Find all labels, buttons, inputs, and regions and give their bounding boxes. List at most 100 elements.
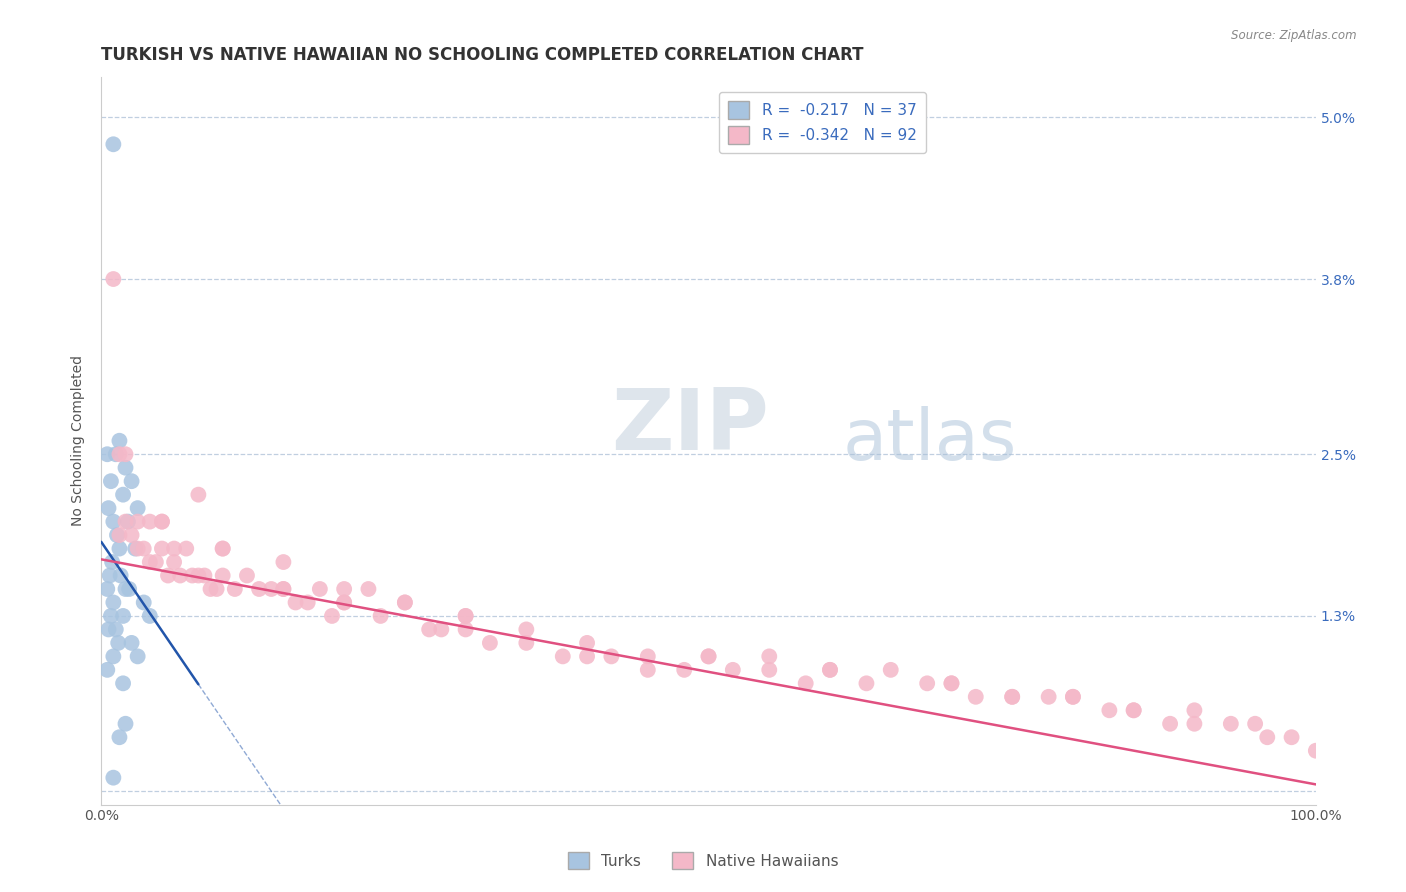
Point xyxy=(121,636,143,650)
Point xyxy=(321,609,343,624)
Point xyxy=(97,501,120,516)
Point xyxy=(96,582,118,596)
Point xyxy=(169,568,191,582)
Point xyxy=(855,676,877,690)
Point xyxy=(1184,703,1206,717)
Text: ZIP: ZIP xyxy=(612,384,769,467)
Point xyxy=(941,676,963,690)
Point xyxy=(139,609,162,624)
Point xyxy=(418,623,440,637)
Point xyxy=(758,649,780,664)
Point xyxy=(205,582,228,596)
Point xyxy=(478,636,501,650)
Point xyxy=(297,595,319,609)
Point xyxy=(515,636,537,650)
Point xyxy=(112,609,135,624)
Point xyxy=(108,434,131,448)
Point xyxy=(139,515,162,529)
Point xyxy=(236,568,259,582)
Point xyxy=(112,676,135,690)
Point xyxy=(794,676,817,690)
Point xyxy=(673,663,696,677)
Point xyxy=(1305,744,1327,758)
Point xyxy=(1062,690,1084,704)
Point xyxy=(394,595,416,609)
Point xyxy=(118,582,141,596)
Point xyxy=(100,609,122,624)
Point xyxy=(454,623,477,637)
Point xyxy=(105,528,128,542)
Point xyxy=(1001,690,1024,704)
Point xyxy=(193,568,215,582)
Point xyxy=(211,541,233,556)
Point xyxy=(284,595,307,609)
Point xyxy=(114,716,136,731)
Point xyxy=(108,528,131,542)
Point xyxy=(818,663,841,677)
Point xyxy=(114,515,136,529)
Point xyxy=(576,636,599,650)
Point xyxy=(1122,703,1144,717)
Point xyxy=(915,676,938,690)
Point xyxy=(551,649,574,664)
Point xyxy=(273,582,295,596)
Point xyxy=(1098,703,1121,717)
Point xyxy=(112,488,135,502)
Point xyxy=(600,649,623,664)
Point xyxy=(1244,716,1267,731)
Point xyxy=(247,582,270,596)
Point xyxy=(104,623,127,637)
Point xyxy=(127,501,149,516)
Point xyxy=(108,447,131,461)
Point xyxy=(139,555,162,569)
Point xyxy=(357,582,380,596)
Point xyxy=(132,541,155,556)
Point xyxy=(103,515,125,529)
Point xyxy=(333,595,356,609)
Point xyxy=(370,609,392,624)
Point xyxy=(1038,690,1060,704)
Point xyxy=(127,541,149,556)
Point xyxy=(273,555,295,569)
Point xyxy=(758,663,780,677)
Point xyxy=(515,623,537,637)
Point xyxy=(187,488,209,502)
Point xyxy=(637,663,659,677)
Y-axis label: No Schooling Completed: No Schooling Completed xyxy=(72,355,86,526)
Point xyxy=(880,663,903,677)
Point xyxy=(1159,716,1181,731)
Point xyxy=(1062,690,1084,704)
Point xyxy=(697,649,720,664)
Point xyxy=(697,649,720,664)
Point xyxy=(150,515,173,529)
Point xyxy=(637,649,659,664)
Point xyxy=(121,528,143,542)
Point xyxy=(127,649,149,664)
Point xyxy=(121,474,143,488)
Point xyxy=(200,582,222,596)
Point xyxy=(103,649,125,664)
Text: Source: ZipAtlas.com: Source: ZipAtlas.com xyxy=(1232,29,1357,42)
Point xyxy=(333,582,356,596)
Point xyxy=(103,137,125,152)
Point xyxy=(145,555,167,569)
Point xyxy=(430,623,453,637)
Point xyxy=(394,595,416,609)
Point xyxy=(721,663,744,677)
Point xyxy=(114,582,136,596)
Point xyxy=(174,541,197,556)
Point xyxy=(181,568,204,582)
Point xyxy=(150,541,173,556)
Point xyxy=(101,555,124,569)
Point xyxy=(211,541,233,556)
Point xyxy=(163,541,186,556)
Point xyxy=(1122,703,1144,717)
Point xyxy=(1256,730,1278,744)
Legend: Turks, Native Hawaiians: Turks, Native Hawaiians xyxy=(562,846,844,875)
Point xyxy=(333,595,356,609)
Point xyxy=(103,595,125,609)
Point xyxy=(150,515,173,529)
Point xyxy=(100,474,122,488)
Point xyxy=(103,771,125,785)
Text: atlas: atlas xyxy=(842,406,1017,475)
